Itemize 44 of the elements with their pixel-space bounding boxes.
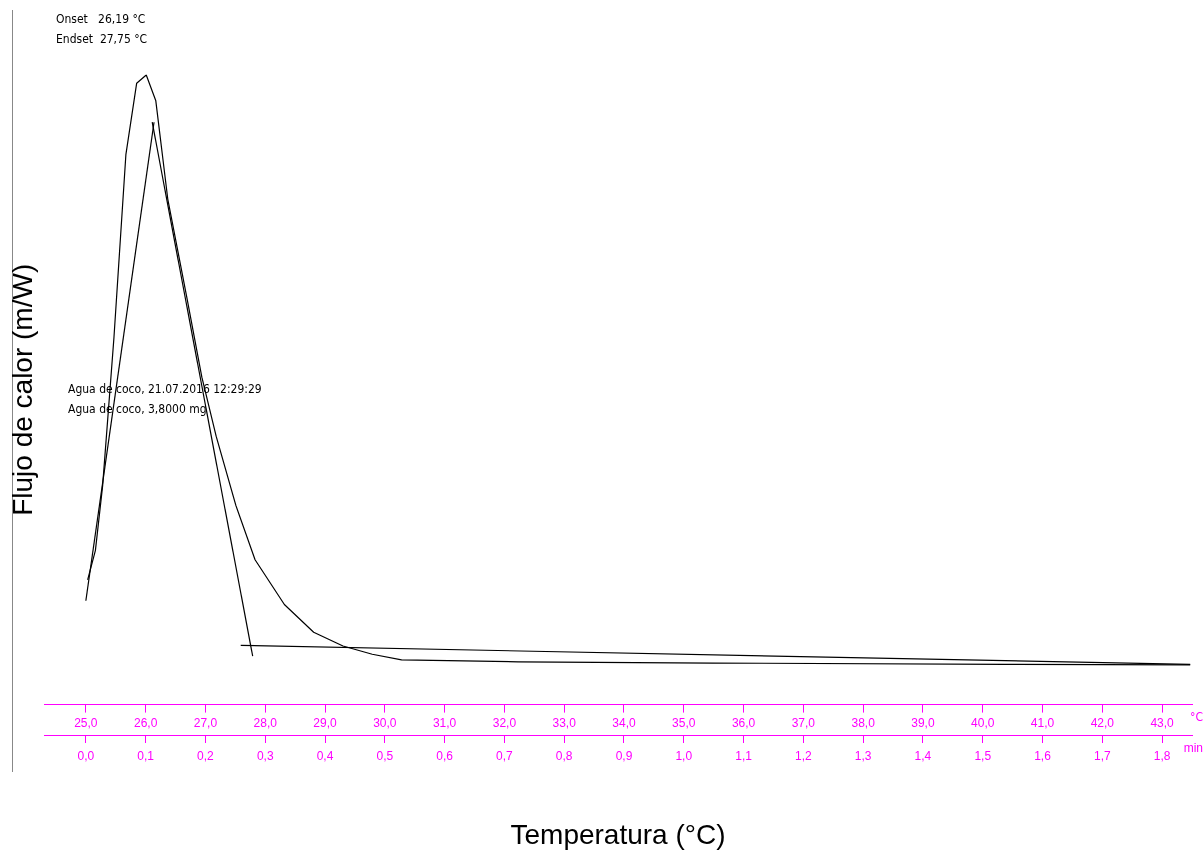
- x2-tick-label: 0,9: [615, 748, 633, 763]
- x-tick-label: 27,0: [193, 716, 218, 731]
- x2-tick-label: 0,6: [436, 748, 454, 763]
- x2-tick-label: 1,1: [735, 748, 753, 763]
- x-tick-label: 28,0: [253, 716, 278, 731]
- x-tick-label: 36,0: [731, 716, 756, 731]
- x-tick-label: 30,0: [373, 716, 397, 731]
- x-tick-label: 38,0: [851, 716, 876, 731]
- x-tick-label: 26,0: [133, 716, 158, 731]
- y-axis-title: Flujo de calor (m/W): [6, 263, 38, 516]
- x-tick-label: 32,0: [492, 716, 517, 731]
- text: Endset 27,75 °C: [56, 32, 148, 47]
- x2-tick-label: 0,3: [256, 748, 274, 763]
- x2-axis-title: min: [1183, 741, 1203, 756]
- text: Onset 26,19 °C: [56, 12, 146, 27]
- x-tick-label: 35,0: [672, 716, 696, 731]
- x2-tick-label: 0,7: [496, 748, 514, 763]
- x2-tick-label: 0,1: [137, 748, 155, 763]
- x2-tick-label: 1,7: [1093, 748, 1111, 763]
- x2-tick-label: 0,8: [555, 748, 573, 763]
- x-tick-label: 43,0: [1150, 716, 1175, 731]
- x2-tick-label: 1,6: [1034, 748, 1052, 763]
- x-tick-label: 41,0: [1030, 716, 1055, 731]
- x-tick-label: 29,0: [313, 716, 338, 731]
- x-tick-label: 31,0: [432, 716, 457, 731]
- x-tick-label: 25,0: [74, 716, 98, 731]
- x2-tick-label: 0,2: [197, 748, 215, 763]
- x2-tick-label: 1,8: [1153, 748, 1171, 763]
- x2-tick-label: 1,0: [675, 748, 693, 763]
- x-tick-label: 34,0: [612, 716, 636, 731]
- x-axis-title: Temperatura (°C): [510, 818, 726, 850]
- x2-tick-label: 1,4: [914, 748, 932, 763]
- x2-tick-label: 1,5: [974, 748, 992, 763]
- x-tick-label: 42,0: [1090, 716, 1115, 731]
- x-tick-label: 37,0: [791, 716, 816, 731]
- x2-tick-label: 0,4: [316, 748, 334, 763]
- x2-tick-label: 1,2: [795, 748, 813, 763]
- x-tick-label: 40,0: [971, 716, 995, 731]
- x2-tick-label: 1,3: [854, 748, 872, 763]
- text: °C: [1190, 709, 1203, 724]
- x2-tick-label: 0,5: [376, 748, 394, 763]
- x2-tick-label: 0,0: [77, 748, 95, 763]
- x-tick-label: 33,0: [552, 716, 577, 731]
- x-tick-label: 39,0: [911, 716, 935, 731]
